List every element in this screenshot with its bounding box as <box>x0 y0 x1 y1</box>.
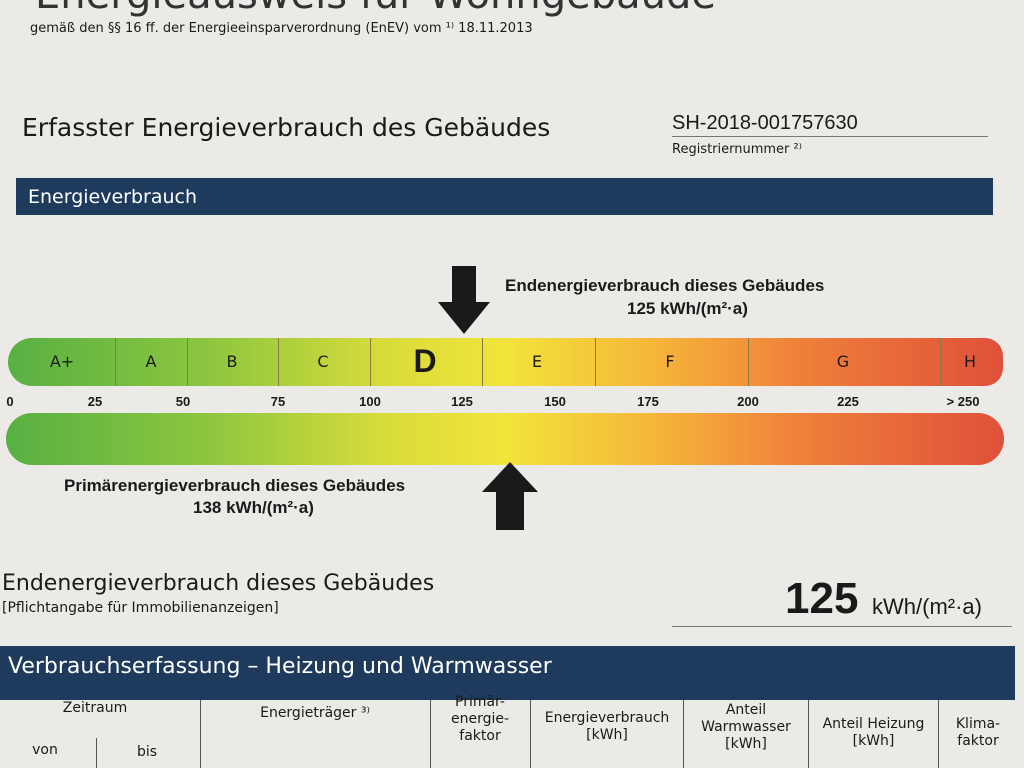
scale-bar <box>8 338 1003 386</box>
table-header: Anteil Heizung [kWh] <box>822 716 925 749</box>
primary-scale-bar <box>6 413 1004 465</box>
table-header: Zeitraum <box>62 700 128 716</box>
class-divider <box>115 338 116 386</box>
table-header: Anteil Warmwasser [kWh] <box>701 702 791 752</box>
tick-label: 125 <box>451 394 473 409</box>
summary-value: 125 <box>785 574 859 623</box>
table-divider <box>430 700 431 768</box>
tick-label: 0 <box>6 394 14 409</box>
class-label: A <box>145 352 157 371</box>
tick-label: 150 <box>544 394 566 409</box>
section-title: Erfasster Energieverbrauch des Gebäudes <box>22 113 551 142</box>
class-divider <box>187 338 188 386</box>
table-header: von <box>32 742 58 758</box>
table-header: Klima- faktor <box>955 716 1001 749</box>
tick-label: 225 <box>837 394 859 409</box>
class-divider <box>595 338 596 386</box>
class-label: F <box>665 352 675 371</box>
class-label: B <box>226 352 238 371</box>
table-divider <box>808 700 809 768</box>
primary-energy-value: 138 kWh/(m²·a) <box>193 498 314 517</box>
tick-label: 25 <box>87 394 103 409</box>
class-label: H <box>963 352 977 371</box>
up-arrow <box>482 462 538 530</box>
table-divider <box>683 700 684 768</box>
table-divider <box>96 738 97 768</box>
table-header: bis <box>136 744 158 760</box>
class-divider <box>278 338 279 386</box>
down-arrow <box>438 266 490 334</box>
underline <box>672 136 988 137</box>
subtitle: gemäß den §§ 16 ff. der Energieeinsparve… <box>30 21 533 36</box>
class-label: C <box>317 352 329 371</box>
table-header: Energieträger ³⁾ <box>260 705 370 721</box>
summary-label: Endenergieverbrauch dieses Gebäudes <box>2 571 435 596</box>
end-energy-value: 125 kWh/(m²·a) <box>627 299 748 318</box>
tick-label: 50 <box>175 394 191 409</box>
table-title: Verbrauchserfassung – Heizung und Warmwa… <box>8 654 552 679</box>
tick-label: 75 <box>270 394 286 409</box>
table-divider <box>530 700 531 768</box>
class-divider <box>370 338 371 386</box>
end-energy-label: Endenergieverbrauch dieses Gebäudes <box>505 276 825 295</box>
registration-number: SH-2018-001757630 <box>672 112 858 134</box>
tick-label: 200 <box>737 394 759 409</box>
class-label-active: D <box>413 343 437 379</box>
class-label: G <box>836 352 850 371</box>
class-divider <box>482 338 483 386</box>
summary-note: [Pflichtangabe für Immobilienanzeigen] <box>2 600 279 616</box>
tick-label: 100 <box>359 394 381 409</box>
summary-unit: kWh/(m²·a) <box>872 594 982 619</box>
document-title: Energieausweis für Wohngebäude <box>35 0 716 18</box>
table-divider <box>200 700 201 768</box>
class-divider <box>940 338 941 386</box>
table-heading-bar: Verbrauchserfassung – Heizung und Warmwa… <box>0 646 1015 700</box>
registration-label: Registriernummer ²⁾ <box>672 142 802 157</box>
underline <box>672 626 1012 627</box>
heading-bar: Energieverbrauch <box>16 178 993 215</box>
class-divider <box>748 338 749 386</box>
class-label: A+ <box>49 352 75 371</box>
band-heading: Energieverbrauch <box>28 186 198 208</box>
class-label: E <box>531 352 543 371</box>
primary-energy-label: Primärenergieverbrauch dieses Gebäudes <box>64 476 406 495</box>
table-header: Primär- energie- faktor <box>450 694 510 744</box>
table-header: Energieverbrauch [kWh] <box>544 710 670 743</box>
table-divider <box>938 700 939 768</box>
tick-label: > 250 <box>946 394 980 409</box>
tick-label: 175 <box>637 394 659 409</box>
